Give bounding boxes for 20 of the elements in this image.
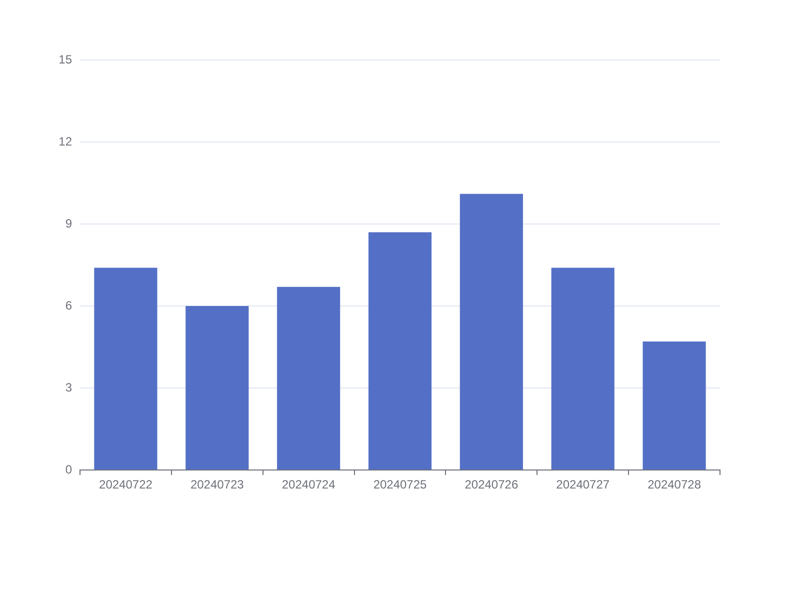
y-tick-label: 9 xyxy=(65,216,72,230)
bar xyxy=(186,306,249,470)
bar xyxy=(551,268,614,470)
y-tick-label: 0 xyxy=(65,462,72,476)
x-tick-label: 20240723 xyxy=(190,478,244,492)
y-tick-label: 12 xyxy=(58,134,72,148)
bar xyxy=(277,286,340,470)
x-tick-label: 20240724 xyxy=(282,478,336,492)
bar xyxy=(368,232,432,470)
bar xyxy=(642,342,706,470)
y-tick-label: 6 xyxy=(65,298,72,312)
x-tick-label: 20240727 xyxy=(556,478,610,492)
x-tick-label: 20240726 xyxy=(464,478,518,492)
x-tick-label: 20240722 xyxy=(99,478,153,492)
y-tick-label: 15 xyxy=(58,52,72,66)
bar xyxy=(460,194,523,470)
bar xyxy=(94,268,158,470)
y-tick-label: 3 xyxy=(65,380,72,394)
x-tick-label: 20240728 xyxy=(648,478,702,492)
x-tick-label: 20240725 xyxy=(373,478,428,492)
